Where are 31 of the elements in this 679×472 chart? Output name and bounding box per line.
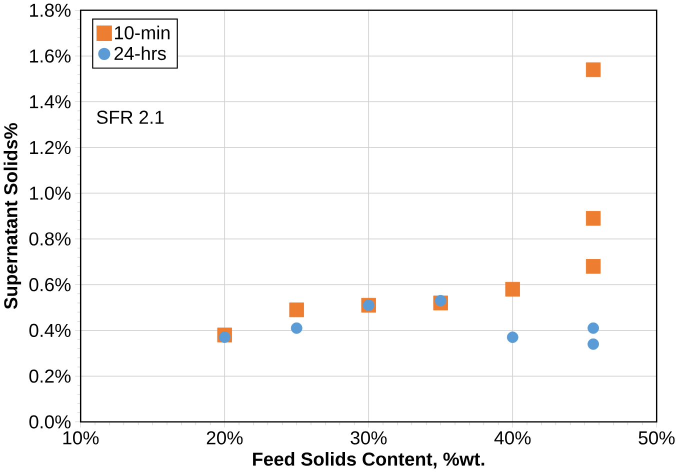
y-tick-label: 0.4% [29, 324, 71, 337]
y-tick-label: 1.2% [30, 140, 71, 154]
point [588, 338, 599, 350]
annotation: SFR 2.1 [96, 110, 164, 124]
y-tick-label: 0.6% [29, 278, 71, 292]
x-tick-label: 50% [638, 431, 675, 444]
y-tick-label: 1.8% [30, 4, 71, 17]
legend-label: 24-hrs [114, 46, 166, 60]
y-tick-label: 1.0% [30, 186, 71, 200]
y-tick-label: 0.8% [29, 232, 71, 246]
point [586, 210, 601, 226]
point [506, 331, 518, 343]
point [289, 302, 304, 318]
x-tick-label: 30% [350, 431, 387, 444]
point [586, 258, 601, 274]
y-tick-label: 0.2% [29, 369, 71, 383]
y-tick-label: 1.4% [30, 95, 71, 108]
point [434, 294, 446, 306]
x-tick-label: 20% [206, 431, 243, 444]
y-axis-title: Supernatant Solids% [4, 123, 22, 309]
x-axis-title: Feed Solids Content, %wt. [253, 452, 484, 468]
legend-label: 10-min [115, 26, 170, 40]
point [505, 282, 520, 297]
x-tick-label: 10% [63, 431, 99, 444]
y-tick-label: 1.6% [30, 49, 71, 63]
point [588, 322, 599, 334]
y-tick-label: 0.0% [29, 415, 71, 428]
point [586, 62, 601, 78]
point [290, 322, 302, 334]
x-tick-label: 40% [494, 431, 531, 444]
point [218, 331, 230, 343]
